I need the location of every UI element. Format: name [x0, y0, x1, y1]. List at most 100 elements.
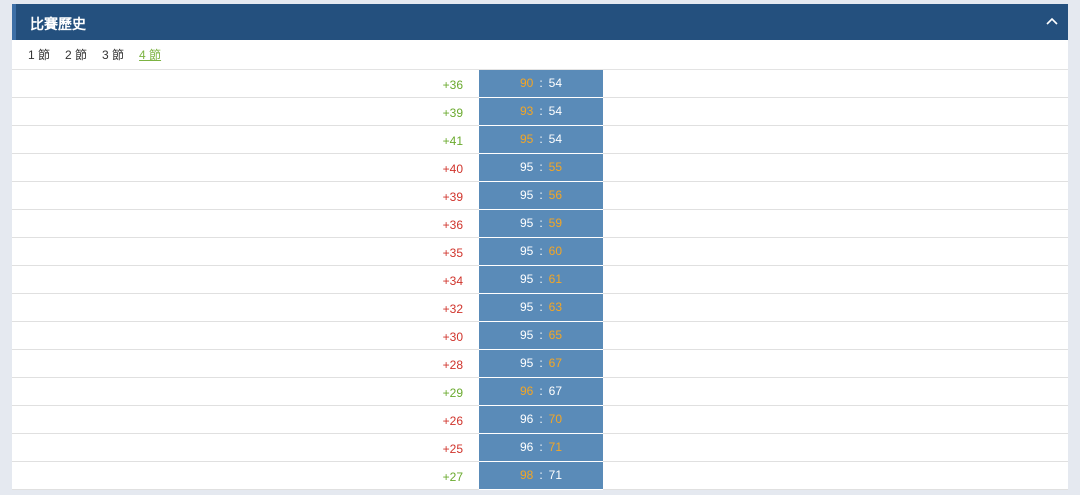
history-row: +28 95:67 [12, 350, 1068, 378]
score-box: 95:59 [479, 210, 603, 238]
home-score: 95 [519, 328, 534, 342]
score-separator: : [539, 160, 543, 174]
lead-value: +28 [442, 358, 463, 372]
period-tab[interactable]: 3 節 [102, 48, 125, 62]
score-box: 95:65 [479, 322, 603, 350]
collapse-button[interactable] [1046, 16, 1058, 26]
score-box: 95:55 [479, 154, 603, 182]
home-score: 95 [519, 160, 534, 174]
lead-value: +34 [442, 274, 463, 288]
score-separator: : [539, 76, 543, 90]
away-score: 59 [548, 216, 563, 230]
home-score: 95 [519, 216, 534, 230]
score-separator: : [539, 356, 543, 370]
lead-value: +30 [442, 330, 463, 344]
score-box: 95:61 [479, 266, 603, 294]
lead-value: +41 [442, 134, 463, 148]
away-score: 55 [548, 160, 563, 174]
lead-value: +39 [442, 190, 463, 204]
away-score: 65 [548, 328, 563, 342]
score-box: 95:67 [479, 350, 603, 378]
history-row: +39 93:54 [12, 98, 1068, 126]
score-separator: : [539, 188, 543, 202]
period-tab[interactable]: 2 節 [65, 48, 88, 62]
away-score: 61 [548, 272, 563, 286]
away-score: 63 [548, 300, 563, 314]
history-row: +30 95:65 [12, 322, 1068, 350]
history-row: +41 95:54 [12, 126, 1068, 154]
lead-value: +36 [442, 78, 463, 92]
away-score: 60 [548, 244, 563, 258]
away-score: 71 [548, 440, 563, 454]
lead-value: +32 [442, 302, 463, 316]
lead-value: +27 [442, 470, 463, 484]
score-separator: : [539, 468, 543, 482]
panel-title: 比賽歷史 [30, 16, 86, 32]
history-row: +40 95:55 [12, 154, 1068, 182]
score-box: 96:70 [479, 406, 603, 434]
away-score: 67 [548, 356, 563, 370]
away-score: 54 [548, 104, 563, 118]
score-separator: : [539, 300, 543, 314]
lead-value: +25 [442, 442, 463, 456]
home-score: 95 [519, 188, 534, 202]
lead-value: +39 [442, 106, 463, 120]
score-separator: : [539, 328, 543, 342]
home-score: 95 [519, 132, 534, 146]
score-box: 95:54 [479, 126, 603, 154]
home-score: 98 [519, 468, 534, 482]
home-score: 96 [519, 412, 534, 426]
away-score: 71 [548, 468, 563, 482]
home-score: 95 [519, 244, 534, 258]
history-rows: +36 90:54 +39 93:54 +41 95:54 +40 95:55 +39 95:56… [12, 70, 1068, 490]
history-row: +34 95:61 [12, 266, 1068, 294]
lead-value: +35 [442, 246, 463, 260]
panel-header: 比賽歷史 [12, 4, 1068, 40]
away-score: 56 [548, 188, 563, 202]
history-row: +29 96:67 [12, 378, 1068, 406]
history-row: +36 90:54 [12, 70, 1068, 98]
history-row: +25 96:71 [12, 434, 1068, 462]
score-box: 95:60 [479, 238, 603, 266]
score-separator: : [539, 440, 543, 454]
score-box: 95:56 [479, 182, 603, 210]
home-score: 95 [519, 300, 534, 314]
period-tabs: 1 節 2 節 3 節 4 節 [12, 40, 1068, 70]
home-score: 93 [519, 104, 534, 118]
history-row: +26 96:70 [12, 406, 1068, 434]
lead-value: +36 [442, 218, 463, 232]
score-box: 90:54 [479, 70, 603, 98]
history-row: +35 95:60 [12, 238, 1068, 266]
score-separator: : [539, 244, 543, 258]
lead-value: +40 [442, 162, 463, 176]
home-score: 96 [519, 384, 534, 398]
score-separator: : [539, 384, 543, 398]
score-box: 96:71 [479, 434, 603, 462]
home-score: 90 [519, 76, 534, 90]
history-row: +32 95:63 [12, 294, 1068, 322]
away-score: 67 [548, 384, 563, 398]
score-separator: : [539, 132, 543, 146]
history-row: +36 95:59 [12, 210, 1068, 238]
score-box: 98:71 [479, 462, 603, 490]
home-score: 95 [519, 356, 534, 370]
score-box: 95:63 [479, 294, 603, 322]
away-score: 54 [548, 132, 563, 146]
score-box: 96:67 [479, 378, 603, 406]
score-box: 93:54 [479, 98, 603, 126]
away-score: 70 [548, 412, 563, 426]
period-tab[interactable]: 4 節 [139, 48, 162, 62]
home-score: 96 [519, 440, 534, 454]
score-separator: : [539, 104, 543, 118]
history-row: +27 98:71 [12, 462, 1068, 490]
lead-value: +26 [442, 414, 463, 428]
period-tab[interactable]: 1 節 [28, 48, 51, 62]
lead-value: +29 [442, 386, 463, 400]
away-score: 54 [548, 76, 563, 90]
history-row: +39 95:56 [12, 182, 1068, 210]
home-score: 95 [519, 272, 534, 286]
score-separator: : [539, 216, 543, 230]
score-separator: : [539, 272, 543, 286]
